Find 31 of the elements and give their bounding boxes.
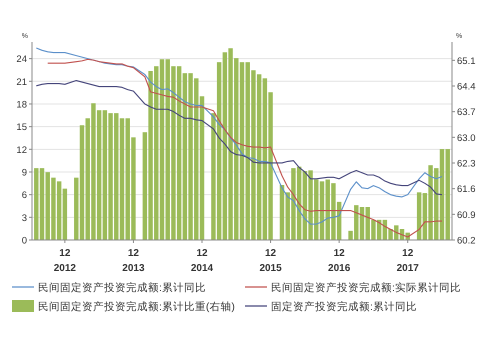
y2-tick-label: 65.1 <box>457 56 476 67</box>
legend-label: 民间固定资产投资完成额:累计同比 <box>38 281 206 294</box>
line-series <box>36 80 443 196</box>
legend-label: 固定资产投资完成额:累计同比 <box>271 300 417 313</box>
y2-tick-label: 64.4 <box>457 82 476 92</box>
legend-item: 民间固定资产投资完成额:累计同比 <box>12 282 206 294</box>
y2-tick-label: 63.7 <box>457 107 476 118</box>
y-tick-label: 6 <box>22 190 27 202</box>
x-tick-label: 12 2015 <box>259 248 282 274</box>
legend-item: 固定资产投资完成额:累计同比 <box>245 301 417 313</box>
y-tick-label: 3 <box>22 212 27 224</box>
y2-tick-label: 60.9 <box>457 210 476 221</box>
x-tick-label: 12 2012 <box>54 248 76 274</box>
legend-label: 民间固定资产投资完成额:实际累计同比 <box>271 281 461 294</box>
x-tick-label: 12 2014 <box>190 248 214 274</box>
y-tick-label: 21 <box>16 76 27 88</box>
x-tick-label: 12 2017 <box>396 248 420 274</box>
y2-tick-label: 62.3 <box>457 158 476 170</box>
x-tick-label: 12 2016 <box>328 248 351 274</box>
y-tick-label: 24 <box>16 54 27 66</box>
x-tick-label: 12 2013 <box>122 248 145 274</box>
y-tick-label: 9 <box>22 167 27 178</box>
legend-item: 民间固定资产投资完成额:实际累计同比 <box>245 282 461 294</box>
y-tick-label: 0 <box>22 236 27 246</box>
y2-tick-label: 63.0 <box>457 132 476 144</box>
y2-tick-label: 60.2 <box>457 236 476 246</box>
y-tick-label: 15 <box>16 122 27 134</box>
y-tick-label: 18 <box>16 99 27 110</box>
y2-tick-label: 61.6 <box>457 184 476 196</box>
y-tick-label: 12 <box>16 144 27 156</box>
legend-item: 民间固定资产投资完成额:累计比重(右轴) <box>12 300 235 313</box>
